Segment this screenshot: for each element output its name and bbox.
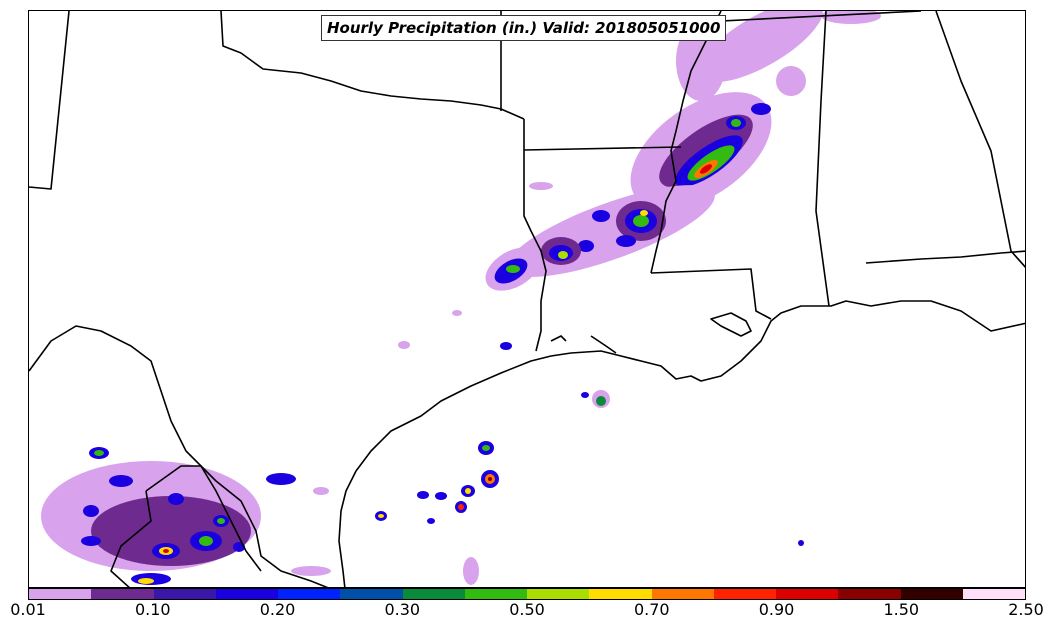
colorbar-tick-label: 0.70: [633, 600, 670, 619]
colorbar-segment: [278, 589, 341, 599]
precipitation-map: [28, 10, 1026, 588]
colorbar-tick-label: 0.10: [134, 600, 171, 619]
colorbar-segment: [340, 589, 403, 599]
precipitation-colorbar: [28, 588, 1026, 600]
colorbar-tick-label: 1.50: [883, 600, 920, 619]
colorbar-segment: [651, 589, 714, 599]
colorbar-segment: [776, 589, 839, 599]
colorbar-segment: [900, 589, 963, 599]
colorbar-segment: [215, 589, 278, 599]
colorbar-tick-label: 0.30: [384, 600, 421, 619]
colorbar-tick-label: 0.50: [509, 600, 545, 619]
colorbar-segment: [91, 589, 154, 599]
colorbar-tick-label: 0.01: [10, 600, 46, 619]
colorbar-segment: [962, 589, 1025, 599]
colorbar-segment: [29, 589, 92, 599]
colorbar-segment: [527, 589, 590, 599]
colorbar-segment: [589, 589, 652, 599]
colorbar-segment: [464, 589, 527, 599]
map-title: Hourly Precipitation (in.) Valid: 201805…: [321, 15, 727, 41]
colorbar-tick-label: 0.90: [758, 600, 795, 619]
colorbar-segment: [402, 589, 465, 599]
map-canvas: [29, 11, 1025, 587]
colorbar-segment: [713, 589, 776, 599]
colorbar-segment: [838, 589, 901, 599]
colorbar-segment: [153, 589, 216, 599]
colorbar-tick-label: 2.50: [1008, 600, 1044, 619]
colorbar-tick-label: 0.20: [259, 600, 296, 619]
map-boundaries: [29, 11, 1025, 587]
